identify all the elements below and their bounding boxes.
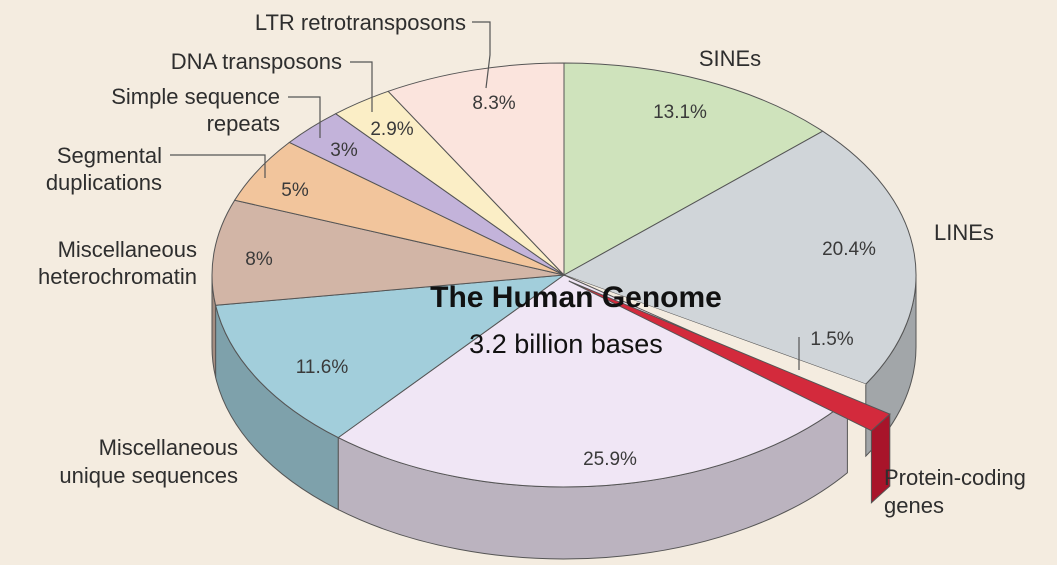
pie-tops: [211, 62, 917, 488]
pct-25-9: 25.9%: [583, 449, 637, 470]
label-segmental-line2: duplications: [46, 170, 162, 195]
leader-segmental: [170, 154, 266, 178]
pct-misc-unique: 11.6%: [296, 357, 349, 378]
pie-slice-0: [563, 62, 824, 276]
pie-slice-3: [337, 274, 849, 488]
pie-slice-5: [211, 199, 565, 306]
protein-coding-slab-top: [568, 280, 891, 432]
pct-ltr: 8.3%: [472, 93, 515, 114]
pct-lines: 20.4%: [822, 239, 876, 260]
label-segmental-line1: Segmental: [57, 143, 162, 168]
label-sines: SINEs: [699, 46, 761, 71]
pie-slice-1: [562, 130, 917, 385]
pct-sines: 13.1%: [653, 102, 707, 123]
label-simple-repeats-line2: repeats: [207, 111, 280, 136]
pie-gap-protein-coding: [564, 275, 866, 401]
label-misc-unique-line1: Miscellaneous: [99, 435, 238, 460]
chart-subtitle: 3.2 billion bases: [469, 329, 663, 359]
chart-title: The Human Genome: [430, 281, 722, 314]
label-misc-unique-line2: unique sequences: [59, 463, 238, 488]
label-protein-coding-line1: Protein-coding: [884, 465, 1026, 490]
pie-slice-4: [214, 274, 566, 439]
pct-dna-transposons: 2.9%: [370, 119, 413, 140]
leader-simple-repeats: [288, 96, 321, 138]
leader-dna-transposons: [350, 61, 373, 112]
pct-segmental: 5%: [281, 180, 309, 201]
label-misc-heterochromatin-line1: Miscellaneous: [58, 237, 197, 262]
leader-ltr: [472, 21, 491, 89]
pct-misc-heterochromatin: 8%: [245, 249, 273, 270]
label-protein-coding-line2: genes: [884, 493, 944, 518]
pie-slice-9: [387, 62, 565, 277]
pct-protein-coding: 1.5%: [810, 329, 853, 350]
pct-simple-repeats: 3%: [330, 140, 358, 161]
label-simple-repeats-line1: Simple sequence: [111, 84, 280, 109]
label-ltr: LTR retrotransposons: [255, 10, 466, 35]
label-lines: LINEs: [934, 220, 994, 245]
protein-coding-slab: [568, 280, 891, 504]
label-dna-transposons: DNA transposons: [171, 49, 342, 74]
label-misc-heterochromatin-line2: heterochromatin: [38, 264, 197, 289]
